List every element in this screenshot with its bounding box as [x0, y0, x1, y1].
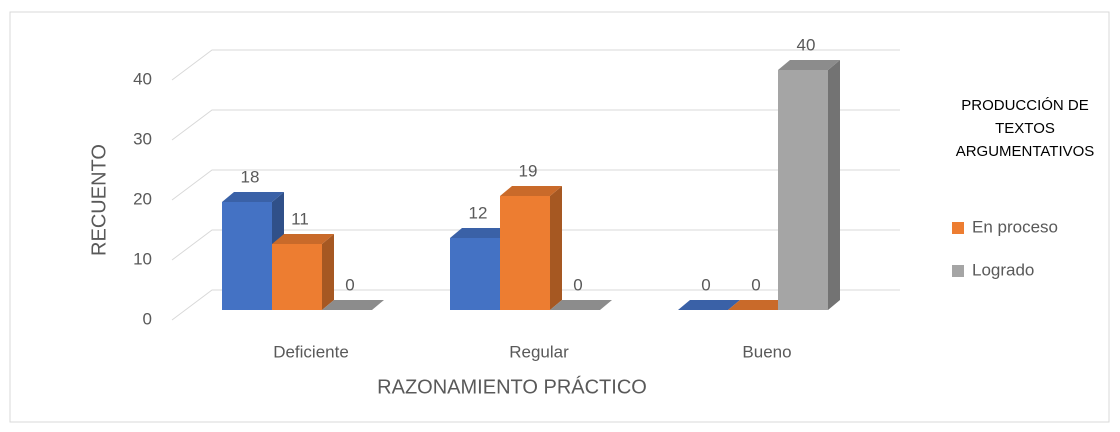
- bar-front: [500, 196, 550, 310]
- data-label: 0: [345, 275, 354, 294]
- bar-top: [778, 60, 840, 70]
- data-label: 18: [241, 167, 260, 186]
- grid-line: [171, 109, 900, 141]
- bar: [322, 300, 384, 310]
- bar-top: [728, 300, 790, 310]
- bar-top: [678, 300, 740, 310]
- legend-label: Logrado: [972, 260, 1034, 279]
- grid-line: [171, 49, 900, 81]
- y-axis-title: RECUENTO: [88, 144, 110, 256]
- x-tick-label: Deficiente: [273, 342, 349, 361]
- legend-swatch: [952, 222, 964, 234]
- data-label: 40: [797, 35, 816, 54]
- bar-side: [322, 234, 334, 310]
- y-tick-label: 30: [133, 129, 152, 148]
- bar-front: [222, 202, 272, 310]
- bar-side: [828, 60, 840, 310]
- data-label: 0: [701, 275, 710, 294]
- bar: [678, 300, 740, 310]
- x-tick-label: Bueno: [742, 342, 791, 361]
- bar-side: [550, 186, 562, 310]
- bar-top: [272, 234, 334, 244]
- grid-line: [171, 289, 900, 321]
- x-tick-label: Regular: [509, 342, 569, 361]
- bar: [550, 300, 612, 310]
- grid-line: [171, 169, 900, 201]
- bar-front: [778, 70, 828, 310]
- bar: [778, 60, 840, 310]
- data-label: 0: [751, 275, 760, 294]
- chart-border: [9, 11, 1110, 423]
- bar-top: [222, 192, 284, 202]
- bar-top: [322, 300, 384, 310]
- bar-front: [450, 238, 500, 310]
- legend-label: En proceso: [972, 217, 1058, 236]
- grid-line: [171, 229, 900, 261]
- legend-title: PRODUCCIÓN DE TEXTOS ARGUMENTATIVOS: [955, 97, 1095, 160]
- legend-swatch: [952, 265, 964, 277]
- bar-top: [500, 186, 562, 196]
- bar: [500, 186, 562, 310]
- y-tick-label: 40: [133, 69, 152, 88]
- bar: [272, 234, 334, 310]
- data-label: 11: [291, 209, 309, 228]
- y-tick-label: 20: [133, 189, 152, 208]
- data-label: 0: [573, 275, 582, 294]
- data-label: 19: [519, 161, 538, 180]
- data-label: 12: [469, 203, 488, 222]
- bar-top: [550, 300, 612, 310]
- x-axis-title: RAZONAMIENTO PRÁCTICO: [377, 375, 647, 398]
- bar-front: [272, 244, 322, 310]
- bar-top: [450, 228, 512, 238]
- y-tick-label: 0: [143, 309, 152, 328]
- bar: [728, 300, 790, 310]
- y-tick-label: 10: [133, 249, 152, 268]
